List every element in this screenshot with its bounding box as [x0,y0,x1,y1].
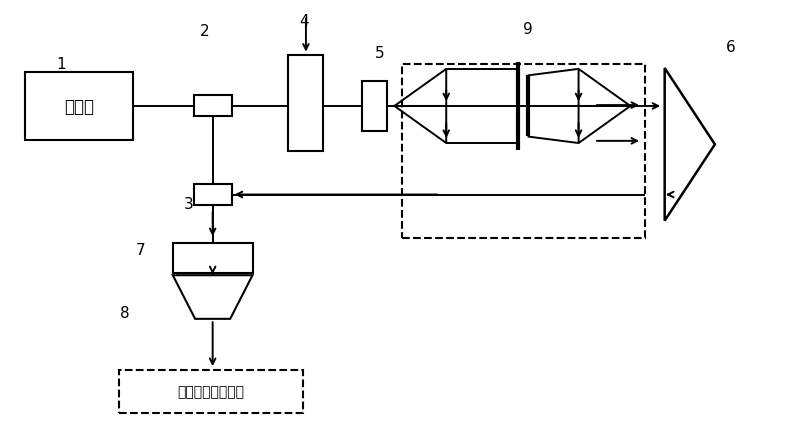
Bar [194,96,232,117]
Text: 2: 2 [200,25,210,39]
Text: 激光器: 激光器 [64,98,94,116]
Bar [362,82,387,132]
Bar [173,244,253,273]
Bar [288,56,323,152]
Text: 3: 3 [184,196,194,211]
Text: 6: 6 [726,39,736,55]
Polygon shape [665,69,715,221]
Text: 5: 5 [375,46,385,61]
Text: 后续的电子学部分: 后续的电子学部分 [178,385,245,398]
Text: 4: 4 [299,14,309,28]
Bar [402,64,645,239]
Bar [26,73,133,141]
Polygon shape [173,276,253,319]
Bar [194,184,232,205]
Text: 8: 8 [120,305,130,320]
Text: 1: 1 [56,57,66,72]
Text: 9: 9 [522,22,533,37]
Bar [119,370,302,413]
Text: 7: 7 [136,242,146,257]
